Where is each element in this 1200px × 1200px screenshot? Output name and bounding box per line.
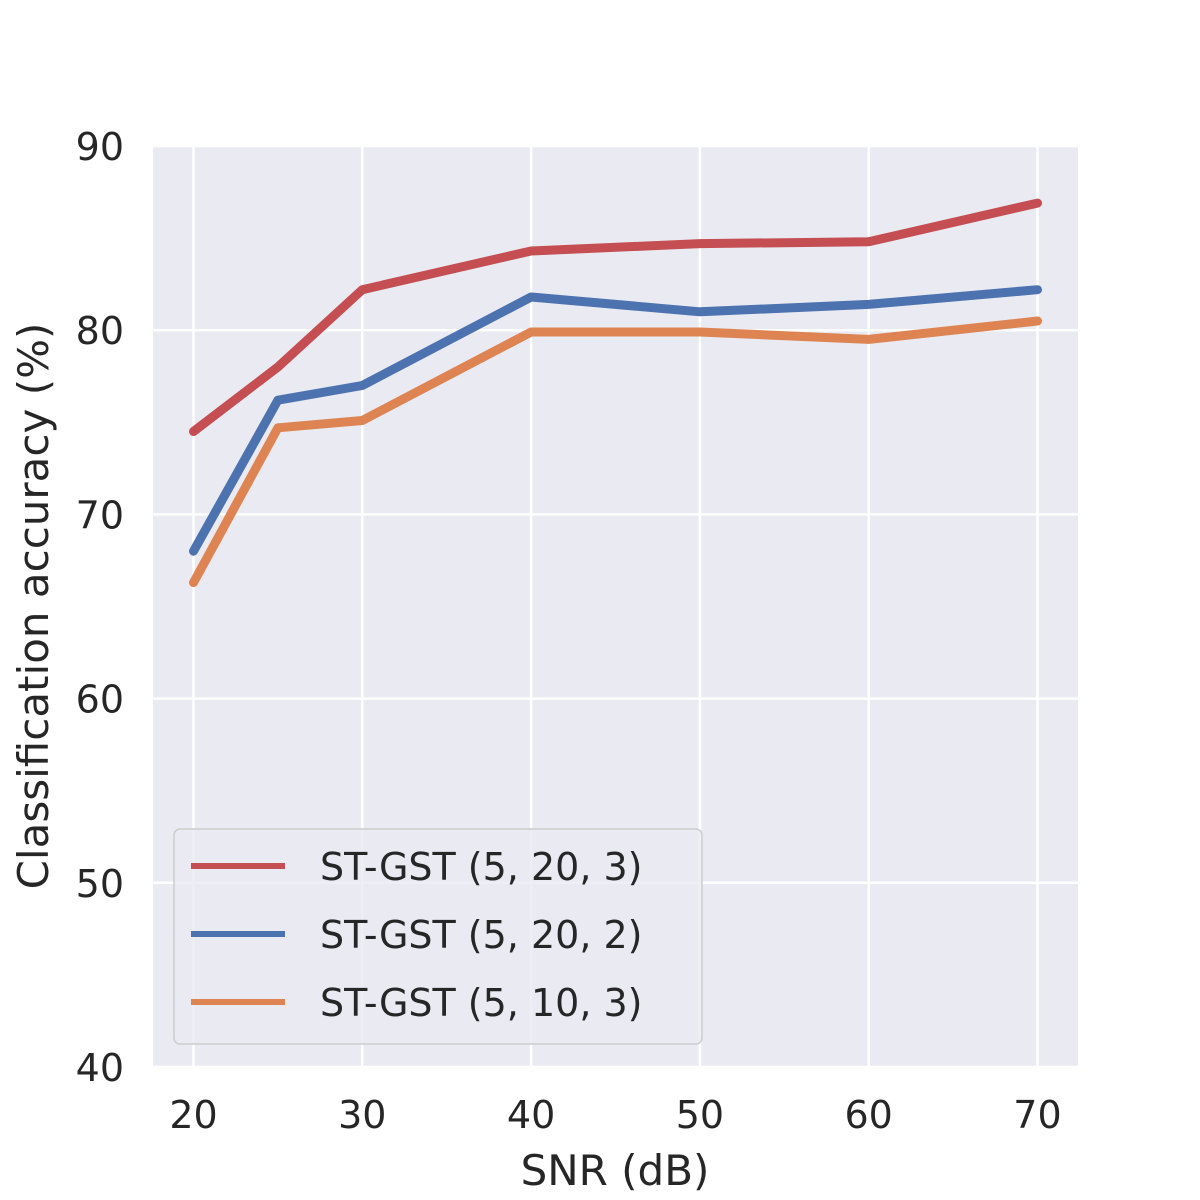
x-tick-label: 50 bbox=[676, 1093, 724, 1137]
x-tick-label: 70 bbox=[1013, 1093, 1061, 1137]
y-tick-label: 90 bbox=[76, 125, 124, 169]
y-tick-label: 70 bbox=[76, 493, 124, 537]
y-tick-label: 50 bbox=[76, 862, 124, 906]
legend-box bbox=[173, 828, 703, 1045]
x-tick-label: 20 bbox=[169, 1093, 217, 1137]
legend-label-1: ST-GST (5, 20, 3) bbox=[320, 845, 642, 889]
x-tick-label: 30 bbox=[338, 1093, 386, 1137]
series-lines bbox=[189, 198, 1042, 588]
legend-label-3: ST-GST (5, 10, 3) bbox=[320, 981, 642, 1025]
x-tick-label: 60 bbox=[845, 1093, 893, 1137]
legend-label-2: ST-GST (5, 20, 2) bbox=[320, 913, 642, 957]
legend: ST-GST (5, 20, 3) ST-GST (5, 20, 2) ST-GST… bbox=[173, 828, 703, 1045]
x-tick-label: 40 bbox=[507, 1093, 555, 1137]
y-tick-label: 80 bbox=[76, 309, 124, 353]
y-tick-label: 40 bbox=[76, 1046, 124, 1090]
y-axis-label: Classification accuracy (%) bbox=[9, 323, 58, 890]
x-tick-labels: 20 30 40 50 60 70 bbox=[169, 1093, 1061, 1137]
y-tick-label: 60 bbox=[76, 678, 124, 722]
x-axis-label: SNR (dB) bbox=[521, 1146, 710, 1195]
y-tick-labels: 40 50 60 70 80 90 bbox=[76, 125, 124, 1090]
